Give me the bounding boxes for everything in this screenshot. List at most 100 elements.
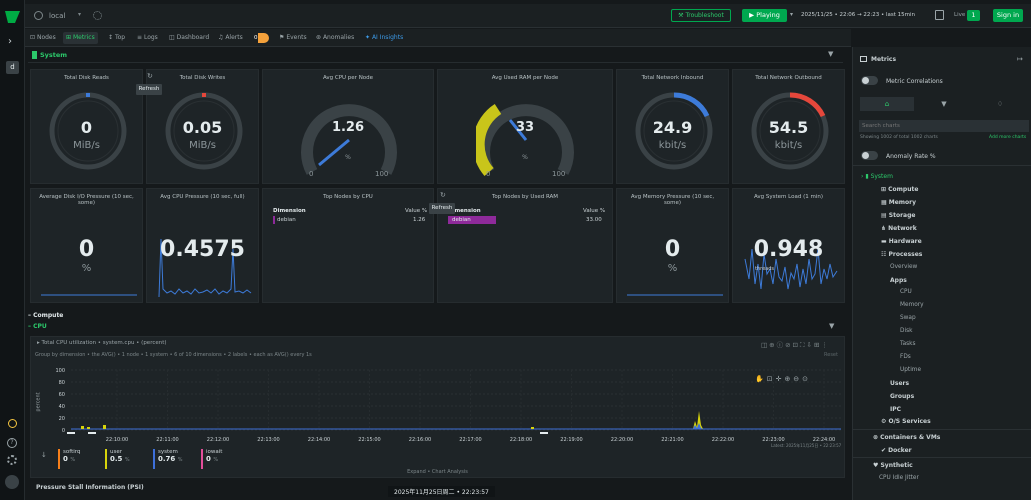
sidebar-tab-filters[interactable]: ⌂ (860, 97, 914, 111)
refresh-icon[interactable]: ↻ (440, 191, 446, 199)
legend-arrow-icon[interactable]: ↓ (41, 451, 47, 459)
tab-metrics[interactable]: ⊞ Metrics (63, 32, 98, 44)
settings-icon[interactable] (93, 11, 102, 20)
tab-alerts[interactable]: ♫ Alerts (218, 32, 243, 44)
bookmark-icon (32, 51, 37, 59)
row-name: debian (452, 217, 471, 223)
tree-apps-uptime[interactable]: Uptime (900, 367, 922, 373)
search-charts-input[interactable] (859, 120, 1029, 132)
tree-apps-swap[interactable]: Swap (900, 315, 916, 321)
legend-item[interactable]: system 0.76 % (153, 449, 182, 469)
collapse-icon: – (28, 312, 31, 319)
tree-containers[interactable]: ⊛ Containers & VMs (873, 434, 940, 441)
netdata-logo-icon[interactable] (4, 10, 22, 24)
chart-controls[interactable]: ✋⊡✛⊕⊖⊙ (755, 375, 812, 383)
tree-apps-cpu[interactable]: CPU (900, 289, 912, 295)
space-avatar[interactable]: d (6, 61, 19, 74)
playing-button[interactable]: ▶ Playing (742, 9, 787, 22)
time-range[interactable]: 2025/11/25 • 22:06 → 22:23 • last 15min (801, 12, 916, 18)
expand-chart-analysis[interactable]: Expand • Chart Analysis (407, 469, 468, 475)
user-avatar-icon[interactable] (5, 475, 19, 489)
y-tick-label: 40 (59, 404, 65, 410)
legend-item[interactable]: softirq 0 % (58, 449, 80, 469)
tab-label: AI Insights (371, 34, 404, 41)
annotation-marker[interactable] (540, 432, 548, 434)
tree-apps-tasks[interactable]: Tasks (900, 341, 916, 347)
bulb-icon[interactable] (8, 419, 17, 428)
gauge-unit: kbit/s (658, 140, 687, 151)
x-tick-label: 22:18:00 (510, 437, 532, 443)
tree-docker[interactable]: ✔ Docker (881, 447, 912, 454)
tree-compute[interactable]: ⊞ Compute (881, 186, 918, 193)
expand-sidebar-icon[interactable]: › (8, 36, 12, 47)
tree-network[interactable]: ⋔ Network (881, 225, 917, 232)
tab-anomalies[interactable]: ⊛ Anomalies (316, 32, 354, 44)
legend-item[interactable]: user 0.5 % (105, 449, 130, 469)
collapse-icon[interactable]: ▼ (828, 50, 834, 58)
chevron-down-icon[interactable]: ▾ (790, 11, 794, 18)
legend-value: 0.5 % (110, 455, 130, 463)
chart-toolbar[interactable]: ◫⊕ⓘ⊘⊡⛶⇩⊞⋮ (761, 341, 830, 349)
tree-apps-memory[interactable]: Memory (900, 302, 924, 308)
tree-apps-disk[interactable]: Disk (900, 328, 913, 334)
anomaly-toggle[interactable] (861, 151, 878, 160)
tree-synthetic[interactable]: ♥ Synthetic (873, 462, 913, 469)
x-tick-label: 22:14:00 (308, 437, 330, 443)
group-by-bar[interactable]: Group by dimension • the AVG() • 1 node … (35, 352, 312, 358)
calendar-icon[interactable] (935, 10, 944, 20)
refresh-icon[interactable]: ↻ (147, 72, 153, 80)
sidebar-tab-alerts-icon[interactable]: ♢ (996, 100, 1004, 108)
tree-cpu-idle-jitter[interactable]: CPU Idle Jitter (879, 475, 919, 481)
collapse-icon[interactable]: ▼ (829, 322, 835, 330)
annotation-marker[interactable] (88, 432, 96, 434)
live-count[interactable]: 1 (967, 10, 980, 21)
reset-button[interactable]: Reset (824, 352, 838, 358)
panel-network-outbound: Total Network Outbound 54.5 kbit/s (732, 69, 845, 184)
tree-ipc[interactable]: IPC (890, 406, 902, 413)
collapse-sidebar-icon[interactable]: ↦ (1017, 55, 1023, 63)
y-tick-label: 100 (55, 368, 65, 374)
tab-logs[interactable]: ≡ Logs (137, 32, 158, 44)
tree-groups[interactable]: Groups (890, 393, 915, 400)
gauge-value: 0.948 (753, 237, 824, 262)
tree-apps[interactable]: Apps (890, 277, 907, 284)
tree-os-services[interactable]: ⚙ O/S Services (881, 418, 931, 425)
tree-users[interactable]: Users (890, 380, 910, 387)
x-tick-label: 22:10:00 (106, 437, 128, 443)
tree-overview[interactable]: Overview (890, 264, 918, 270)
correlations-toggle[interactable] (861, 76, 878, 85)
storage-icon: ▤ (881, 212, 887, 219)
tab-label: Logs (143, 34, 158, 41)
system-section-header[interactable]: System ▼ (28, 49, 843, 63)
space-name[interactable]: local (49, 12, 66, 20)
cpu-chart[interactable]: 100 80 60 40 20 0 22:10:00 22:11:00 22:12:00 22:1… (31, 337, 846, 479)
sign-in-button[interactable]: Sign in (993, 9, 1023, 22)
annotation-marker[interactable] (67, 432, 75, 434)
help-icon[interactable]: ? (7, 438, 17, 448)
events-icon: ⚑ (279, 34, 285, 41)
gauge-unit: % (345, 154, 351, 161)
nodes-icon: ⊡ (30, 34, 36, 41)
tab-events[interactable]: ⚑ Events (279, 32, 307, 44)
panel-avg-cpu-per-node: Avg CPU per Node 1.26 % 0 100 (262, 69, 434, 184)
tree-label: Processes (888, 251, 923, 258)
legend-item[interactable]: iowait 0 % (201, 449, 222, 469)
legend-value: 0 % (206, 455, 222, 463)
tab-nodes[interactable]: ⊡ Nodes (30, 32, 56, 44)
settings-icon[interactable] (7, 455, 17, 465)
tree-system[interactable]: › ▮ System (861, 173, 893, 180)
tree-apps-fds[interactable]: FDs (900, 354, 911, 360)
add-more-charts-link[interactable]: Add more charts (989, 135, 1027, 140)
compute-header[interactable]: – Compute (28, 312, 63, 319)
tab-dashboard[interactable]: ◫ Dashboard (169, 32, 209, 44)
tab-ai-insights[interactable]: ✦ AI Insights (365, 32, 403, 44)
tree-hardware[interactable]: ▬ Hardware (881, 238, 922, 245)
tree-storage[interactable]: ▤ Storage (881, 212, 915, 219)
tree-processes[interactable]: ☷ Processes (881, 251, 922, 258)
tab-top[interactable]: ↕ Top (108, 32, 125, 44)
tree-memory[interactable]: ▦ Memory (881, 199, 916, 206)
chevron-down-icon[interactable]: ▾ (78, 11, 82, 18)
sidebar-tab-filter-icon[interactable]: ▼ (941, 100, 947, 108)
troubleshoot-button[interactable]: ⚒ Troubleshoot (671, 9, 731, 22)
cpu-header[interactable]: – CPU (28, 323, 47, 330)
